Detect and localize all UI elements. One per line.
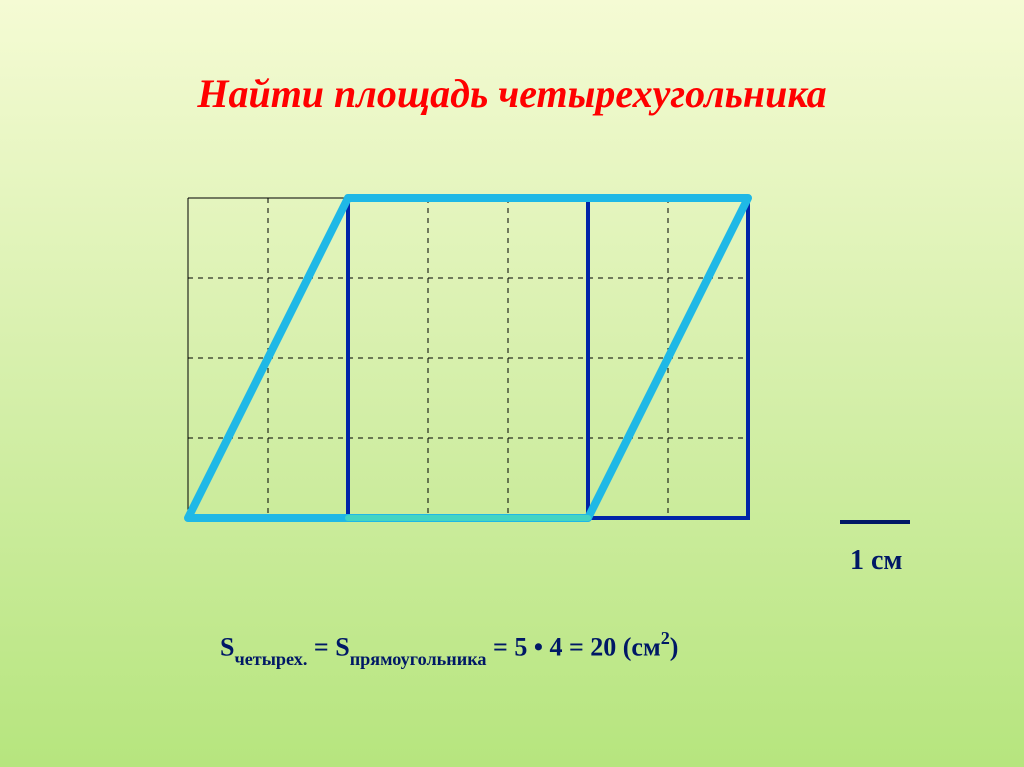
formula-S1: S (220, 633, 234, 662)
formula-eq2: = 5 • 4 = 20 (см (487, 633, 661, 662)
scale-line (840, 520, 910, 524)
scale-label: 1 см (850, 545, 903, 577)
geometry-diagram (180, 190, 756, 526)
formula-sub1: четырех. (234, 649, 307, 669)
formula-S2: S (335, 633, 349, 662)
formula-sup: 2 (661, 628, 670, 648)
area-formula: Sчетырех. = Sпрямоугольника = 5 • 4 = 20… (220, 630, 678, 667)
formula-sub2: прямоугольника (350, 649, 487, 669)
slide-title: Найти площадь четырехугольника (0, 70, 1024, 117)
diagram-svg (180, 190, 756, 526)
slide: Найти площадь четырехугольника 1 см Sчет… (0, 0, 1024, 767)
formula-close: ) (670, 633, 679, 662)
formula-eq1: = (307, 633, 335, 662)
